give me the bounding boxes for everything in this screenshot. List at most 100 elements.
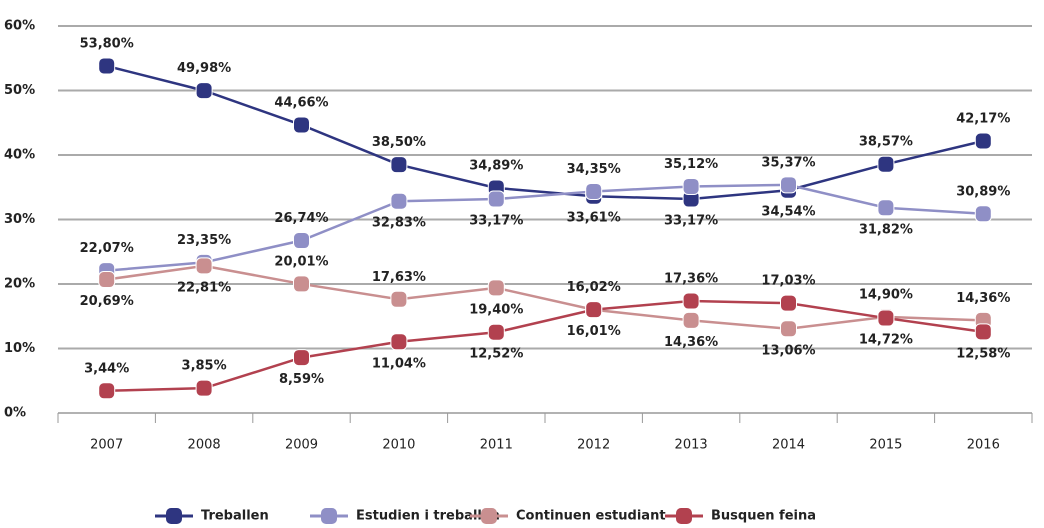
- marker: [293, 275, 310, 293]
- marker: [585, 301, 603, 319]
- marker: [195, 379, 213, 397]
- x-tick-label: 2009: [285, 438, 318, 453]
- value-label: 33,61%: [567, 211, 621, 226]
- marker: [487, 279, 505, 297]
- value-label: 22,07%: [80, 241, 134, 256]
- marker: [682, 311, 700, 329]
- value-label: 49,98%: [177, 61, 231, 76]
- x-tick-label: 2007: [90, 438, 123, 453]
- y-tick-label: 0%: [4, 406, 26, 421]
- series-line: [106, 264, 984, 331]
- value-label: 34,54%: [761, 205, 815, 220]
- value-label: 35,37%: [761, 155, 815, 170]
- value-label: 17,36%: [664, 272, 718, 287]
- marker: [974, 205, 992, 223]
- value-label: 34,35%: [567, 162, 621, 177]
- value-label: 33,17%: [664, 214, 718, 229]
- marker: [682, 292, 700, 310]
- series-line: [106, 64, 984, 201]
- x-tick-label: 2015: [869, 438, 902, 453]
- marker: [974, 323, 992, 341]
- value-label: 33,17%: [469, 214, 523, 229]
- marker: [780, 294, 797, 312]
- value-label: 3,44%: [84, 361, 129, 376]
- marker: [877, 155, 895, 173]
- value-label: 22,81%: [177, 280, 231, 295]
- value-label: 12,58%: [956, 346, 1010, 361]
- marker: [293, 349, 310, 367]
- x-tick-label: 2013: [675, 438, 708, 453]
- x-tick-label: 2014: [772, 438, 805, 453]
- legend-label: Busquen feina: [711, 509, 816, 524]
- y-tick-label: 20%: [4, 277, 35, 292]
- value-label: 23,35%: [177, 233, 231, 248]
- value-label: 11,04%: [372, 356, 426, 371]
- value-label: 26,74%: [274, 211, 328, 226]
- marker: [195, 82, 213, 100]
- marker: [390, 156, 408, 174]
- legend-marker: [481, 508, 497, 524]
- series-line: [106, 299, 984, 393]
- legend-label: Continuen estudiant: [516, 509, 666, 524]
- value-label: 13,06%: [761, 343, 815, 358]
- legend-marker: [321, 508, 337, 524]
- value-label: 14,90%: [859, 287, 913, 302]
- marker: [98, 57, 116, 75]
- y-tick-label: 40%: [4, 148, 35, 163]
- value-label: 44,66%: [274, 95, 328, 110]
- marker: [390, 333, 408, 351]
- value-label: 31,82%: [859, 222, 913, 237]
- x-tick-label: 2016: [967, 438, 1000, 453]
- value-label: 30,89%: [956, 184, 1010, 199]
- value-label: 3,85%: [182, 359, 227, 374]
- value-label: 20,01%: [274, 254, 328, 269]
- marker: [487, 323, 505, 341]
- value-label: 12,52%: [469, 347, 523, 362]
- x-tick-label: 2011: [480, 438, 513, 453]
- marker: [390, 290, 408, 308]
- value-label: 35,12%: [664, 157, 718, 172]
- y-tick-label: 10%: [4, 341, 35, 356]
- marker: [877, 199, 895, 217]
- legend-label: Estudien i treballen: [356, 509, 500, 524]
- value-label: 34,89%: [469, 158, 523, 173]
- marker: [780, 176, 797, 194]
- value-label: 38,57%: [859, 135, 913, 150]
- legend-marker: [166, 508, 182, 524]
- marker: [974, 132, 992, 150]
- y-tick-label: 30%: [4, 212, 35, 227]
- y-tick-label: 60%: [4, 19, 35, 34]
- value-label: 16,02%: [567, 280, 621, 295]
- x-tick-label: 2012: [577, 438, 610, 453]
- value-label: 17,03%: [761, 274, 815, 289]
- value-label: 38,50%: [372, 135, 426, 150]
- marker: [98, 271, 116, 289]
- legend-label: Treballen: [201, 509, 269, 524]
- y-tick-label: 50%: [4, 83, 35, 98]
- marker: [780, 320, 797, 338]
- marker: [487, 190, 505, 208]
- value-label: 14,72%: [859, 333, 913, 348]
- value-label: 14,36%: [664, 335, 718, 350]
- value-label: 8,59%: [279, 372, 324, 387]
- series-line: [106, 183, 984, 272]
- value-label: 17,63%: [372, 270, 426, 285]
- marker: [682, 177, 700, 195]
- marker: [293, 232, 310, 250]
- marker: [390, 192, 408, 210]
- marker: [877, 309, 895, 327]
- marker: [293, 116, 310, 134]
- value-label: 42,17%: [956, 112, 1010, 127]
- value-label: 53,80%: [80, 36, 134, 51]
- value-label: 20,69%: [80, 294, 134, 309]
- legend-marker: [676, 508, 692, 524]
- value-label: 32,83%: [372, 216, 426, 231]
- marker: [585, 182, 603, 200]
- marker: [195, 257, 213, 275]
- value-label: 14,36%: [956, 291, 1010, 306]
- value-label: 19,40%: [469, 302, 523, 317]
- x-tick-label: 2010: [382, 438, 415, 453]
- marker: [98, 382, 116, 400]
- x-tick-label: 2008: [188, 438, 221, 453]
